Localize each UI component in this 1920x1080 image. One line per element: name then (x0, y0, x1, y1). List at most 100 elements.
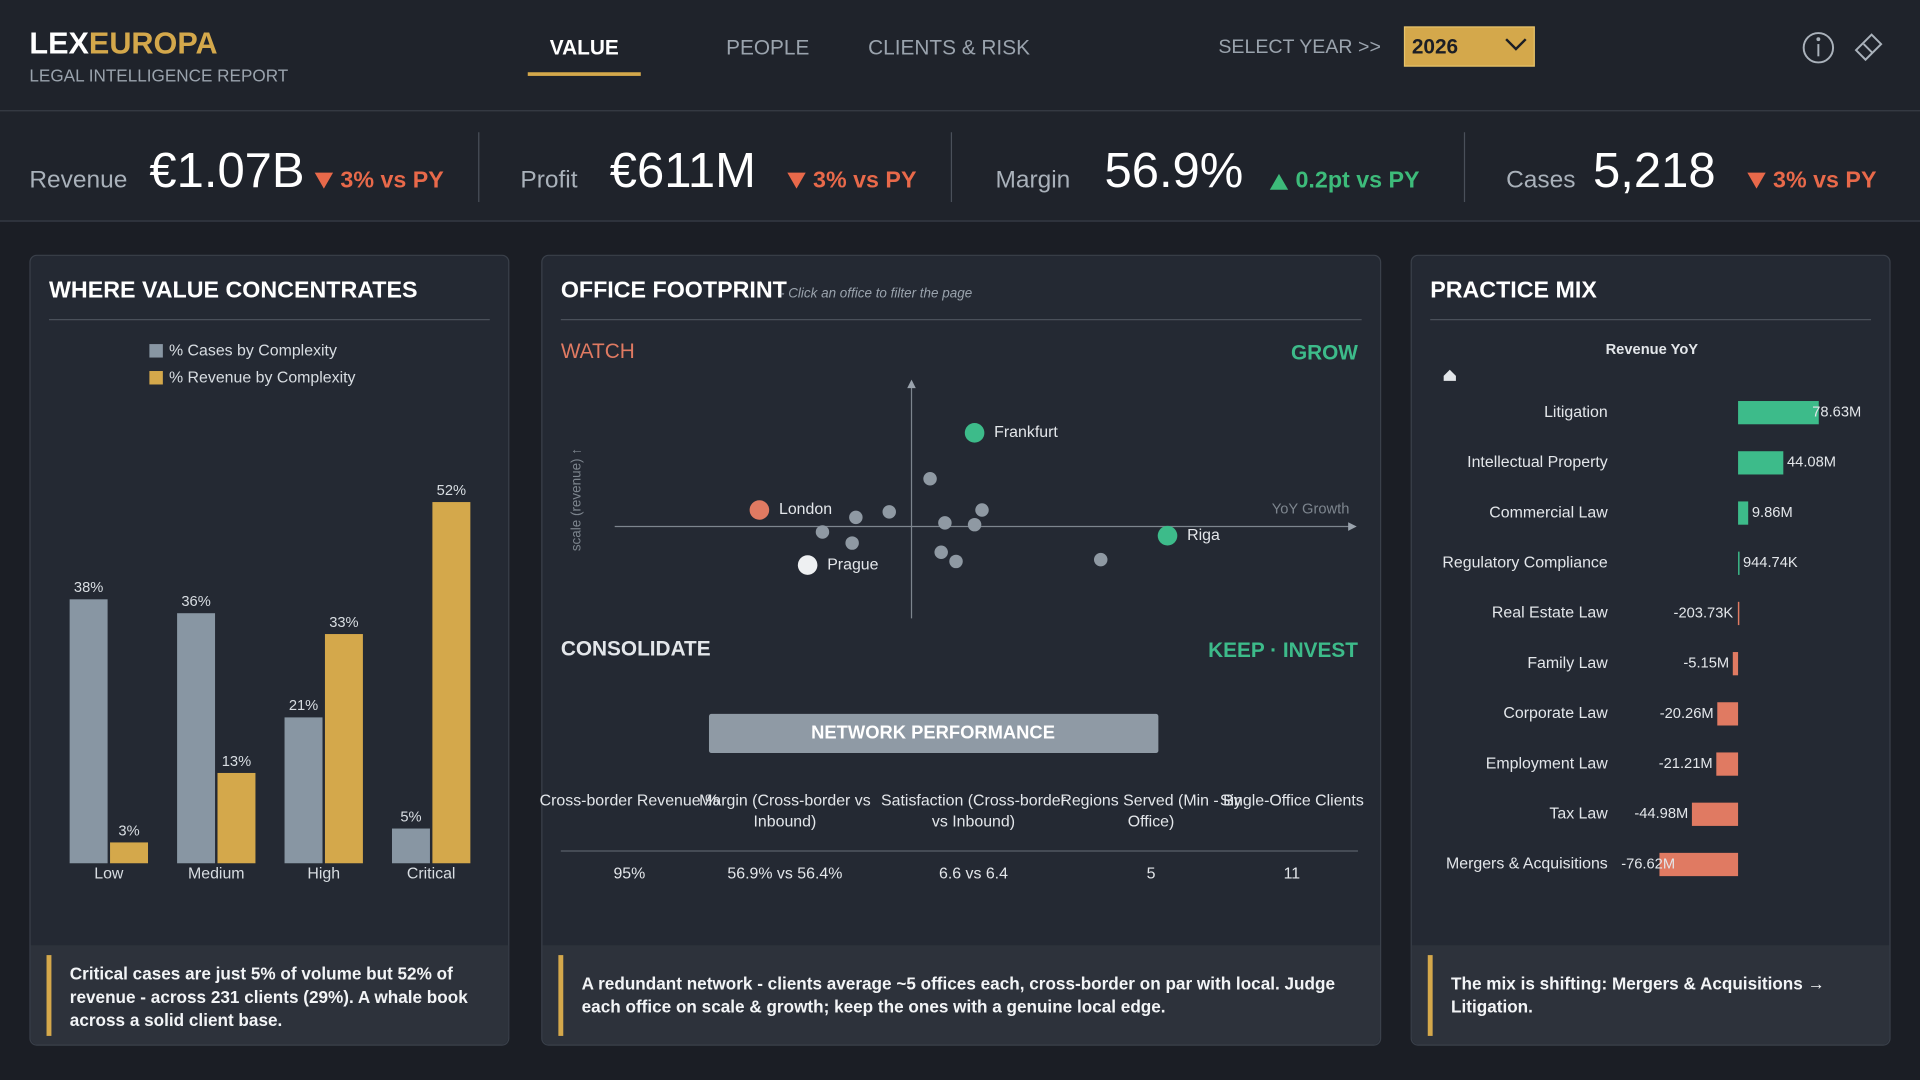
table-cell: 5 (1147, 865, 1156, 882)
kpi-arrow (1269, 173, 1289, 190)
table-cell: 11 (1284, 865, 1301, 882)
office-point[interactable] (975, 503, 989, 517)
bar (1659, 852, 1739, 877)
kpi-arrow (314, 172, 334, 189)
office-label: Riga (1187, 527, 1220, 544)
x-tick-label: Critical (407, 865, 456, 882)
note-area (542, 945, 1380, 1045)
bar (391, 828, 430, 864)
bar (1717, 702, 1739, 726)
note-accent (46, 955, 52, 1036)
y-axis-label: scale (revenue) ↑ (568, 448, 583, 551)
panel (541, 254, 1382, 1046)
quadrant-label: GROW (1291, 341, 1358, 364)
bar (284, 717, 323, 864)
table-cell: 6.6 vs 6.4 (939, 865, 1008, 882)
bar-value-label: -20.26M (1660, 706, 1714, 722)
y-tick-label: Regulatory Compliance (1442, 554, 1607, 571)
dropdown-chevron (1505, 38, 1527, 51)
y-tick-label: Employment Law (1486, 755, 1609, 772)
table-header: Regions Served (Min - By Office) (1060, 791, 1242, 831)
table-header: Single-Office Clients (1219, 791, 1364, 810)
panel-title: OFFICE FOOTPRINT (561, 277, 787, 303)
office-point[interactable] (815, 525, 830, 539)
note-accent (558, 955, 564, 1036)
bar (1691, 802, 1739, 826)
legend-swatch (149, 371, 163, 385)
year-value: 2026 (1412, 35, 1458, 58)
office-point[interactable] (797, 555, 818, 575)
office-point[interactable] (849, 510, 863, 525)
bar-value-label: 52% (437, 483, 466, 499)
panel-hint: - Click an office to filter the page (780, 285, 972, 300)
y-tick-label: Tax Law (1549, 805, 1608, 822)
office-label: Frankfurt (994, 424, 1058, 441)
kpi-band (0, 111, 1920, 222)
tab-underline (527, 72, 641, 76)
y-tick-label: Family Law (1527, 655, 1608, 672)
bar (69, 599, 108, 864)
nav-tab[interactable]: VALUE (550, 36, 619, 59)
quadrant-label: KEEP · INVEST (1208, 639, 1358, 662)
select-label: SELECT YEAR >> (1218, 36, 1381, 58)
office-point[interactable] (967, 517, 982, 532)
table-header: Satisfaction (Cross-border vs Inbound) (881, 791, 1066, 831)
table-header: Margin (Cross-border vs Inbound) (699, 791, 871, 831)
header-bar (0, 0, 1920, 112)
office-label: London (779, 501, 832, 518)
bar-value-label: -44.98M (1634, 806, 1688, 822)
eraser-icon[interactable] (1854, 33, 1883, 62)
x-axis-label: YoY Growth (1272, 501, 1350, 517)
bar-value-label: 33% (329, 615, 358, 631)
bar (324, 634, 363, 864)
x-tick-label: Medium (188, 865, 245, 882)
kpi-label: Cases (1506, 167, 1575, 194)
bar (177, 613, 216, 864)
bar-value-label: 21% (289, 698, 318, 714)
office-point[interactable] (1093, 552, 1108, 567)
brand-europa: EUROPA (89, 26, 218, 60)
note-text: A redundant network - clients average ~5… (581, 973, 1336, 1017)
office-point[interactable] (1157, 525, 1178, 546)
quadrant-label: CONSOLIDATE (561, 638, 711, 661)
office-point[interactable] (949, 554, 963, 569)
y-tick-label: Commercial Law (1489, 504, 1608, 521)
kpi-delta: 3% vs PY (340, 166, 444, 192)
office-point[interactable] (882, 505, 896, 519)
note-text: Critical cases are just 5% of volume but… (69, 963, 468, 1030)
home-icon[interactable] (1443, 369, 1456, 381)
bar (110, 842, 149, 864)
kpi-label: Revenue (29, 167, 127, 194)
y-tick-label: Mergers & Acquisitions (1446, 856, 1608, 873)
note-area (30, 945, 509, 1045)
note-text: The mix is shifting: Mergers & Acquisiti… (1451, 973, 1825, 1017)
kpi-delta: 0.2pt vs PY (1296, 166, 1421, 192)
legend-label: % Revenue by Complexity (169, 370, 356, 387)
nav-tab[interactable]: PEOPLE (726, 36, 809, 59)
office-point[interactable] (845, 536, 859, 550)
office-point[interactable] (964, 423, 985, 443)
office-point[interactable] (749, 500, 770, 520)
kpi-value: €1.07B (149, 144, 304, 198)
kpi-arrow (787, 172, 806, 189)
legend-label: % Cases by Complexity (169, 343, 337, 360)
bar-value-label: 13% (222, 754, 251, 770)
bar (432, 502, 471, 864)
bar-value-label: -5.15M (1683, 656, 1729, 672)
network-button (708, 713, 1159, 754)
subtitle: LEGAL INTELLIGENCE REPORT (29, 66, 288, 86)
office-point[interactable] (923, 472, 937, 486)
y-tick-label: Litigation (1544, 404, 1608, 421)
office-point[interactable] (938, 516, 952, 530)
bar (1738, 401, 1819, 425)
legend-swatch (149, 344, 163, 358)
y-tick-label: Real Estate Law (1492, 605, 1608, 622)
info-icon[interactable] (1802, 32, 1835, 64)
office-point[interactable] (934, 545, 948, 559)
bar-value-label: 78.63M (1812, 405, 1861, 421)
panel-title: PRACTICE MIX (1430, 277, 1597, 303)
brand: LEXEUROPA (29, 26, 217, 60)
nav-tab[interactable]: CLIENTS & RISK (868, 36, 1030, 59)
kpi-delta: 3% vs PY (813, 166, 917, 192)
note-area (1411, 945, 1890, 1045)
